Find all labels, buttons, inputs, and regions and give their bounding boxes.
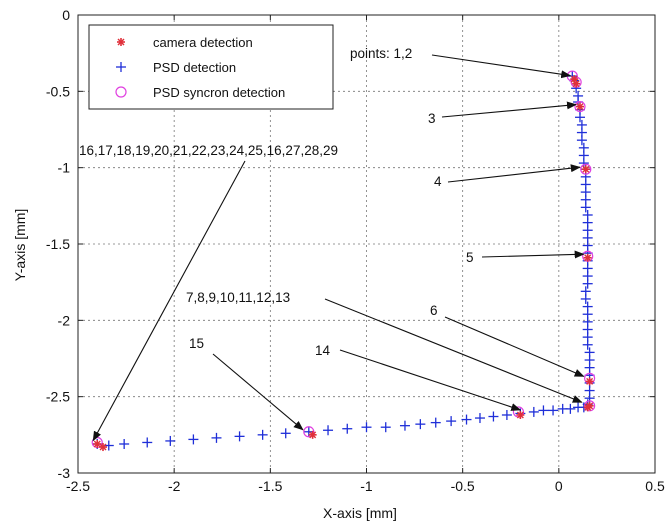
psd-point: [361, 422, 372, 433]
psd-point: [580, 202, 591, 213]
camera-point: [308, 430, 317, 439]
psd-point: [234, 431, 245, 442]
camera-point: [575, 102, 584, 111]
camera-point: [516, 410, 525, 419]
psd-point: [430, 417, 441, 428]
psd-point: [142, 437, 153, 448]
legend-item-label: PSD detection: [153, 60, 236, 75]
x-tick-label: -2: [168, 478, 181, 494]
axes: [77, 14, 656, 474]
annotation-arrow: [339, 349, 522, 411]
y-tick-label: -3: [58, 465, 71, 481]
psd-point: [573, 402, 584, 413]
psd-point: [119, 438, 130, 449]
annotation-arrow: [447, 164, 581, 183]
annotation-label: 7,8,9,10,11,12,13: [186, 290, 290, 305]
psd-point: [576, 135, 587, 146]
tick-labels: -2.5 -2 -1.5 -1 -0.5 0 0.50-0.5-1-1.5-2-2.5-3: [46, 7, 665, 494]
annotation-label: 4: [434, 174, 442, 189]
legend-psd-icon: [116, 62, 126, 72]
psd-point: [323, 425, 334, 436]
annotation-arrow: [444, 316, 585, 377]
x-axis-label: X-axis [mm]: [323, 505, 397, 521]
y-tick-label: -2: [58, 312, 71, 328]
x-tick-label: -2.5: [66, 478, 90, 494]
annotation-arrow: [431, 54, 572, 79]
psd-point: [446, 416, 457, 427]
x-tick-label: 0.5: [645, 478, 665, 494]
psd-point: [488, 411, 499, 422]
legend-sync-icon: [115, 86, 127, 98]
annotation-label: 5: [466, 250, 474, 265]
camera-point: [581, 165, 590, 174]
psd-point: [574, 112, 585, 123]
psd-point: [461, 414, 472, 425]
camera-point: [99, 443, 108, 452]
annotation-label: 3: [428, 111, 436, 126]
annotation-label: 6: [430, 303, 438, 318]
sync-point: [303, 426, 315, 438]
annotation-arrow: [212, 353, 304, 431]
annotation-arrow: [441, 101, 577, 118]
camera-point: [93, 439, 102, 448]
camera-point: [572, 79, 581, 88]
annotation-arrow: [92, 160, 246, 442]
legend-item-label: camera detection: [153, 35, 253, 50]
annotation-arrow: [324, 298, 583, 403]
psd-point: [415, 419, 426, 430]
x-tick-label: -1: [360, 478, 373, 494]
psd-point: [474, 413, 485, 424]
annotation-label: points: 1,2: [350, 46, 412, 61]
y-axis-label: Y-axis [mm]: [12, 209, 28, 282]
psd-point: [280, 428, 291, 439]
psd-point: [528, 406, 539, 417]
sync-point: [584, 400, 596, 412]
series-psd-detection: [92, 71, 595, 451]
legend-item-label: PSD syncron detection: [153, 85, 285, 100]
psd-point: [342, 423, 353, 434]
psd-point: [582, 278, 593, 289]
psd-point: [557, 403, 568, 414]
series-psd-syncron-detection: [91, 70, 596, 449]
x-tick-label: -0.5: [451, 478, 475, 494]
x-tick-label: 0: [555, 478, 563, 494]
psd-point: [211, 432, 222, 443]
annotation-label: 15: [189, 336, 204, 351]
camera-point: [585, 377, 594, 386]
annotation-label: 16,17,18,19,20,21,22,23,24,25,16,27,28,2…: [79, 143, 338, 158]
data-series: [91, 70, 596, 452]
psd-point: [580, 293, 591, 304]
psd-point: [399, 420, 410, 431]
psd-point: [584, 393, 595, 404]
grid: [78, 15, 655, 473]
legend: camera detection PSD detection PSD syncron…: [88, 24, 334, 110]
y-tick-label: -1: [58, 160, 71, 176]
annotations: points: 1,2 3 4 5 6 7,8,9,10,11,12,13 14 15 16,1…: [79, 46, 585, 442]
psd-point: [582, 339, 593, 350]
y-tick-label: -0.5: [46, 83, 70, 99]
annotation-label: 14: [315, 343, 331, 358]
psd-point: [165, 435, 176, 446]
camera-point: [583, 403, 592, 412]
psd-point: [501, 409, 512, 420]
psd-point: [188, 434, 199, 445]
legend-camera-icon: [117, 38, 125, 46]
legend-box: [88, 24, 334, 110]
psd-point: [548, 405, 559, 416]
psd-point: [538, 405, 549, 416]
y-tick-label: -2.5: [46, 389, 70, 405]
camera-point: [583, 253, 592, 262]
psd-point: [380, 422, 391, 433]
series-camera-detection: [93, 75, 594, 452]
y-tick-label: -1.5: [46, 236, 70, 252]
psd-point: [257, 429, 268, 440]
y-tick-label: 0: [62, 7, 70, 23]
annotation-arrow: [481, 250, 585, 259]
x-tick-label: -1.5: [258, 478, 282, 494]
